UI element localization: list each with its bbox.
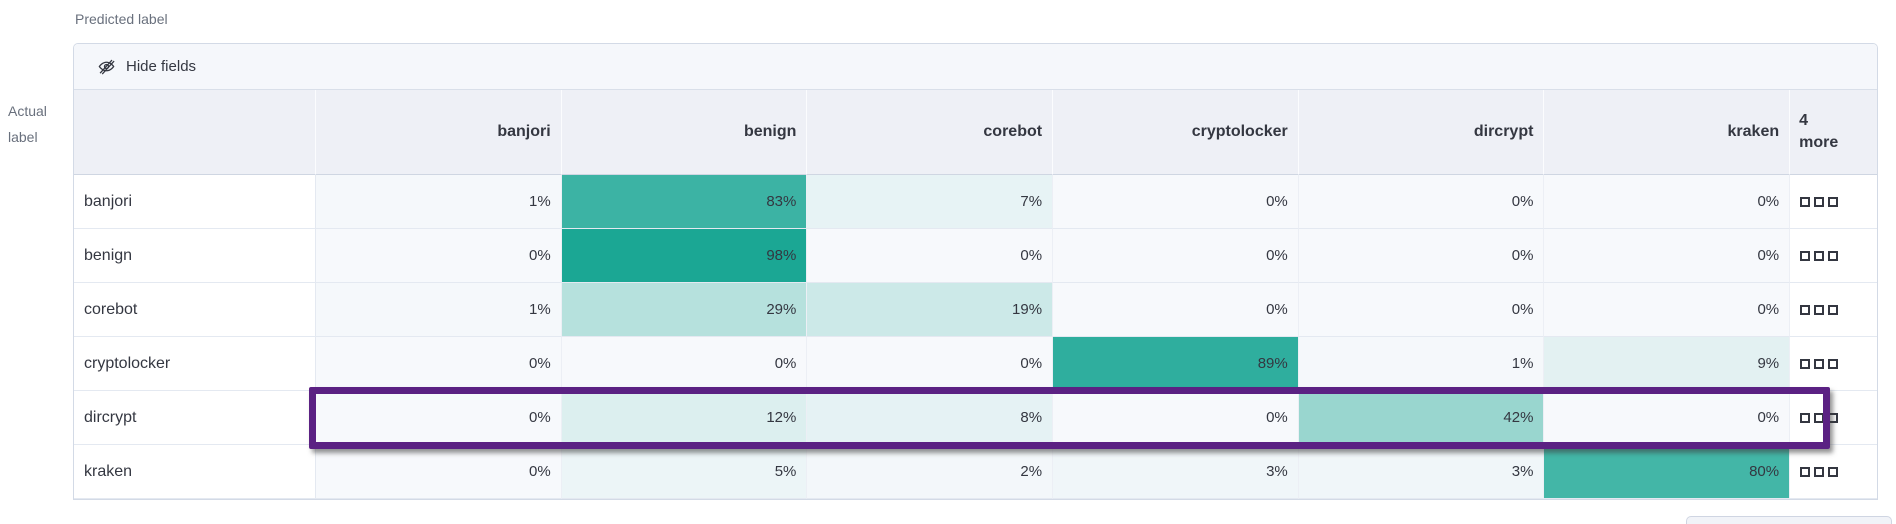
data-grid-toolbar: Hide fields	[74, 44, 1877, 90]
matrix-cell-kraken-cryptolocker[interactable]: 3%	[1053, 445, 1299, 499]
matrix-cell-corebot-cryptolocker[interactable]: 0%	[1053, 283, 1299, 337]
more-columns-cell-corebot[interactable]	[1790, 283, 1877, 337]
row-label-cryptolocker[interactable]: cryptolocker	[74, 337, 316, 391]
hide-fields-button[interactable]: Hide fields	[91, 53, 202, 80]
matrix-cell-corebot-dircrypt[interactable]: 0%	[1298, 283, 1545, 337]
more-columns-cell-benign[interactable]	[1790, 229, 1877, 283]
matrix-cell-benign-benign[interactable]: 98%	[561, 229, 808, 283]
column-header-dircrypt[interactable]: dircrypt	[1298, 90, 1545, 175]
row-label-benign[interactable]: benign	[74, 229, 316, 283]
matrix-cell-cryptolocker-banjori[interactable]: 0%	[316, 337, 562, 391]
row-label-dircrypt[interactable]: dircrypt	[74, 391, 316, 445]
predicted-axis-label: Predicted label	[75, 11, 168, 27]
matrix-cell-dircrypt-corebot[interactable]: 8%	[807, 391, 1054, 445]
matrix-cell-cryptolocker-dircrypt[interactable]: 1%	[1298, 337, 1545, 391]
actual-axis-label: Actual label	[8, 103, 47, 145]
matrix-cell-kraken-banjori[interactable]: 0%	[316, 445, 562, 499]
matrix-cell-banjori-corebot[interactable]: 7%	[807, 175, 1054, 229]
matrix-cell-dircrypt-banjori[interactable]: 0%	[316, 391, 562, 445]
matrix-cell-banjori-cryptolocker[interactable]: 0%	[1053, 175, 1299, 229]
column-header-banjori[interactable]: banjori	[316, 90, 562, 175]
matrix-cell-corebot-corebot[interactable]: 19%	[807, 283, 1054, 337]
more-columns-cell-cryptolocker[interactable]	[1790, 337, 1877, 391]
boxes-horizontal-icon	[1800, 250, 1839, 261]
matrix-cell-corebot-banjori[interactable]: 1%	[316, 283, 562, 337]
more-columns-cell-banjori[interactable]	[1790, 175, 1877, 229]
column-header-benign[interactable]: benign	[561, 90, 808, 175]
matrix-cell-corebot-kraken[interactable]: 0%	[1544, 283, 1791, 337]
matrix-cell-kraken-dircrypt[interactable]: 3%	[1298, 445, 1545, 499]
more-columns-cell-kraken[interactable]	[1790, 445, 1877, 499]
matrix-grid: banjori benign corebot cryptolocker dircrypt…	[74, 90, 1877, 499]
matrix-cell-banjori-banjori[interactable]: 1%	[316, 175, 562, 229]
row-label-banjori[interactable]: banjori	[74, 175, 316, 229]
matrix-cell-banjori-benign[interactable]: 83%	[561, 175, 808, 229]
confusion-matrix-data-grid: Hide fields banjori benign corebot cryptolo…	[73, 43, 1878, 500]
boxes-horizontal-icon	[1800, 304, 1839, 315]
matrix-cell-dircrypt-cryptolocker[interactable]: 0%	[1053, 391, 1299, 445]
matrix-cell-kraken-benign[interactable]: 5%	[561, 445, 808, 499]
boxes-horizontal-icon	[1800, 196, 1839, 207]
partial-element-bottom-right[interactable]	[1686, 516, 1892, 524]
hide-fields-label: Hide fields	[126, 58, 197, 75]
boxes-horizontal-icon	[1800, 466, 1839, 477]
matrix-cell-cryptolocker-kraken[interactable]: 9%	[1544, 337, 1791, 391]
column-header-corebot[interactable]: corebot	[807, 90, 1054, 175]
matrix-cell-banjori-dircrypt[interactable]: 0%	[1298, 175, 1545, 229]
matrix-cell-cryptolocker-corebot[interactable]: 0%	[807, 337, 1054, 391]
matrix-cell-cryptolocker-benign[interactable]: 0%	[561, 337, 808, 391]
column-header-kraken[interactable]: kraken	[1544, 90, 1791, 175]
matrix-cell-banjori-kraken[interactable]: 0%	[1544, 175, 1791, 229]
column-header-more[interactable]: 4 more	[1790, 90, 1877, 175]
matrix-cell-cryptolocker-cryptolocker[interactable]: 89%	[1053, 337, 1299, 391]
matrix-cell-benign-corebot[interactable]: 0%	[807, 229, 1054, 283]
row-label-corebot[interactable]: corebot	[74, 283, 316, 337]
boxes-horizontal-icon	[1800, 358, 1839, 369]
eye-slash-icon	[97, 57, 116, 76]
matrix-cell-benign-cryptolocker[interactable]: 0%	[1053, 229, 1299, 283]
boxes-horizontal-icon	[1800, 412, 1839, 423]
column-header-cryptolocker[interactable]: cryptolocker	[1053, 90, 1299, 175]
matrix-cell-dircrypt-dircrypt[interactable]: 42%	[1298, 391, 1545, 445]
matrix-cell-dircrypt-benign[interactable]: 12%	[561, 391, 808, 445]
matrix-cell-dircrypt-kraken[interactable]: 0%	[1544, 391, 1791, 445]
row-label-kraken[interactable]: kraken	[74, 445, 316, 499]
matrix-cell-benign-banjori[interactable]: 0%	[316, 229, 562, 283]
matrix-cell-kraken-corebot[interactable]: 2%	[807, 445, 1054, 499]
matrix-cell-kraken-kraken[interactable]: 80%	[1544, 445, 1791, 499]
matrix-cell-benign-dircrypt[interactable]: 0%	[1298, 229, 1545, 283]
corner-header-cell	[74, 90, 316, 175]
matrix-cell-benign-kraken[interactable]: 0%	[1544, 229, 1791, 283]
matrix-cell-corebot-benign[interactable]: 29%	[561, 283, 808, 337]
more-columns-cell-dircrypt[interactable]	[1790, 391, 1877, 445]
